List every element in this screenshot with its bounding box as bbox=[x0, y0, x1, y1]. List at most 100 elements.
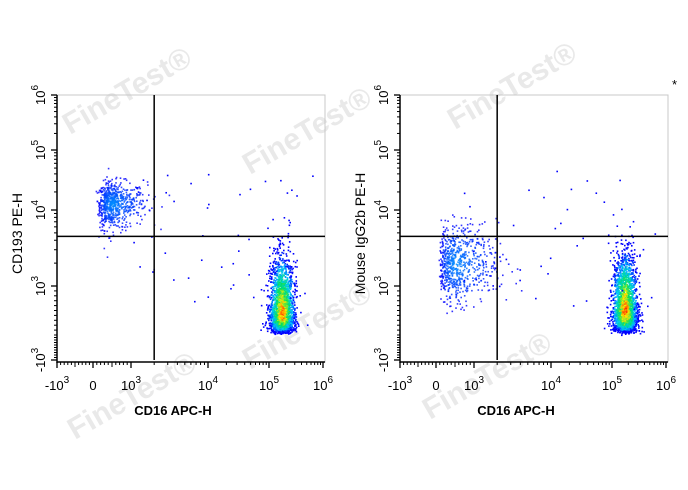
event-dot bbox=[450, 242, 452, 245]
event-dot bbox=[273, 319, 276, 321]
event-dot bbox=[620, 272, 622, 275]
event-dot bbox=[137, 212, 140, 214]
event-dot bbox=[101, 194, 104, 196]
event-dot bbox=[469, 223, 472, 225]
event-dot bbox=[110, 221, 113, 224]
event-dot bbox=[132, 213, 135, 215]
event-dot bbox=[633, 281, 635, 283]
event-dot bbox=[102, 201, 105, 203]
event-dot bbox=[633, 249, 636, 251]
y-tick-label: -103 bbox=[30, 347, 48, 372]
event-dot bbox=[100, 229, 102, 232]
event-dot bbox=[488, 245, 490, 247]
event-dot bbox=[140, 203, 143, 205]
event-dot bbox=[457, 299, 460, 301]
event-dot bbox=[609, 313, 612, 316]
event-dot bbox=[639, 285, 641, 288]
y-tick-label: -103 bbox=[373, 347, 391, 372]
event-dot bbox=[114, 204, 117, 206]
event-dot bbox=[106, 189, 108, 192]
event-dot bbox=[127, 194, 130, 196]
event-dot bbox=[293, 329, 295, 332]
event-dot bbox=[473, 271, 476, 273]
event-dot bbox=[283, 327, 285, 330]
event-dot bbox=[481, 259, 484, 262]
event-dot bbox=[139, 192, 142, 194]
event-dot bbox=[451, 249, 453, 252]
event-dot bbox=[268, 308, 271, 311]
event-dot bbox=[473, 262, 476, 264]
event-dot bbox=[449, 241, 452, 243]
event-dot bbox=[123, 201, 125, 203]
event-dot bbox=[288, 324, 291, 327]
event-dot bbox=[286, 293, 289, 295]
event-dot bbox=[106, 206, 109, 208]
event-dot bbox=[482, 273, 484, 276]
event-dot bbox=[480, 280, 482, 282]
event-dot bbox=[115, 206, 117, 209]
event-dot bbox=[472, 240, 474, 242]
event-dot bbox=[444, 246, 447, 248]
event-dot bbox=[289, 269, 292, 272]
event-dot bbox=[286, 299, 289, 302]
event-dot bbox=[112, 231, 114, 234]
event-dot bbox=[277, 280, 279, 283]
watermark: FineTest® bbox=[62, 346, 203, 446]
event-dot bbox=[456, 269, 459, 271]
event-dot bbox=[132, 198, 135, 200]
event-dot bbox=[267, 306, 270, 308]
event-dot bbox=[277, 330, 280, 332]
event-dot bbox=[295, 316, 298, 318]
event-dot bbox=[468, 251, 470, 254]
event-dot bbox=[100, 200, 102, 202]
event-dot bbox=[288, 319, 291, 321]
event-dot bbox=[443, 270, 445, 273]
event-dot bbox=[110, 211, 113, 214]
event-dot bbox=[274, 301, 277, 303]
event-dot bbox=[614, 277, 617, 280]
event-dot bbox=[113, 192, 115, 194]
event-dot bbox=[637, 314, 640, 317]
event-dot bbox=[505, 299, 508, 301]
event-dot bbox=[290, 313, 293, 315]
event-dot bbox=[285, 326, 288, 328]
event-dot bbox=[291, 271, 294, 274]
event-dot bbox=[460, 308, 462, 311]
event-dot bbox=[285, 310, 288, 313]
event-dot bbox=[274, 262, 277, 265]
event-dot bbox=[295, 313, 297, 316]
event-dot bbox=[464, 276, 467, 279]
event-dot bbox=[288, 296, 290, 298]
event-dot bbox=[460, 261, 463, 264]
event-dot bbox=[126, 226, 129, 228]
event-dot bbox=[279, 254, 281, 257]
event-dot bbox=[273, 260, 276, 262]
event-dot bbox=[282, 259, 284, 262]
event-dot bbox=[632, 272, 634, 274]
event-dot bbox=[284, 322, 286, 324]
event-dot bbox=[118, 213, 121, 215]
event-dot bbox=[635, 289, 638, 291]
event-dot bbox=[442, 256, 444, 258]
event-dot bbox=[441, 264, 444, 266]
event-dot bbox=[292, 253, 295, 255]
event-dot bbox=[637, 316, 640, 318]
event-dot bbox=[113, 197, 115, 200]
event-dot bbox=[260, 329, 262, 331]
event-dot bbox=[472, 238, 474, 241]
event-dot bbox=[515, 282, 517, 285]
event-dot bbox=[294, 309, 296, 311]
event-dot bbox=[439, 241, 442, 244]
event-dot bbox=[139, 187, 141, 190]
event-dot bbox=[633, 279, 635, 281]
event-dot bbox=[98, 209, 101, 212]
event-dot bbox=[282, 300, 284, 303]
event-dot bbox=[287, 281, 289, 283]
event-dot bbox=[133, 205, 136, 208]
event-dot bbox=[165, 191, 167, 194]
x-tick-label: 0 bbox=[89, 378, 96, 393]
event-dot bbox=[274, 281, 277, 284]
event-dot bbox=[477, 289, 480, 291]
event-dot bbox=[288, 316, 291, 319]
event-dot bbox=[280, 282, 283, 285]
